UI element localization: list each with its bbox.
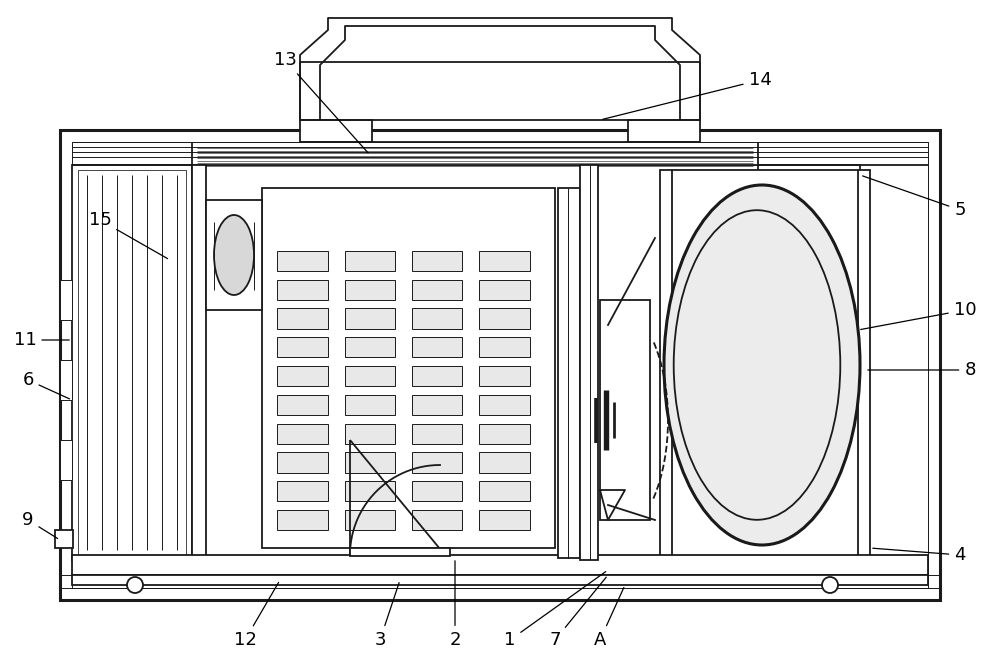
Text: 15: 15 [89,211,168,259]
Bar [277,309,328,329]
Bar [55,530,73,548]
Ellipse shape [664,185,860,545]
Bar [277,251,328,271]
Bar [412,280,462,300]
Bar [78,170,186,555]
Circle shape [127,577,143,593]
Text: 3: 3 [374,582,399,649]
Bar [412,251,462,271]
Bar [345,337,395,357]
Bar [277,395,328,415]
Bar [660,170,870,560]
Text: 11: 11 [14,331,69,349]
Bar [206,200,262,310]
Bar [345,251,395,271]
Bar [72,142,928,588]
Bar [479,251,530,271]
Bar [277,366,328,386]
Bar [412,337,462,357]
Bar [479,395,530,415]
Bar [412,424,462,444]
Text: 6: 6 [22,371,69,399]
Bar [277,424,328,444]
Bar [72,575,928,585]
Bar [479,510,530,530]
Text: 13: 13 [274,51,368,153]
Bar [412,452,462,473]
Text: 5: 5 [863,176,966,219]
Bar [345,481,395,502]
Bar [345,280,395,300]
Text: 2: 2 [449,560,461,649]
Text: 1: 1 [504,572,606,649]
Bar [60,130,940,600]
Text: A: A [594,588,624,649]
Bar [192,165,206,560]
Bar [412,395,462,415]
Bar [479,452,530,473]
Bar [479,280,530,300]
Text: 10: 10 [861,301,976,329]
Bar [72,555,928,575]
Bar [350,548,450,556]
Bar [277,481,328,502]
Bar [345,452,395,473]
Bar [479,309,530,329]
Bar [72,165,192,560]
Ellipse shape [214,215,254,295]
Bar [277,510,328,530]
Bar [412,510,462,530]
Bar [580,165,598,560]
Bar [300,120,372,142]
Text: 12: 12 [234,582,279,649]
Text: 7: 7 [549,577,606,649]
Bar [345,395,395,415]
Circle shape [822,577,838,593]
Bar [479,481,530,502]
Bar [277,337,328,357]
Text: 9: 9 [22,511,58,538]
Bar [764,170,854,555]
Bar [262,188,555,548]
Text: 8: 8 [868,361,976,379]
Bar [600,300,650,520]
Bar [479,424,530,444]
Bar [412,481,462,502]
Bar [345,366,395,386]
Bar [60,280,72,320]
Bar [758,165,860,560]
Bar [345,424,395,444]
Bar [345,510,395,530]
Text: 4: 4 [873,546,966,564]
Bar [479,337,530,357]
Bar [345,309,395,329]
Bar [412,366,462,386]
Bar [60,440,72,480]
Text: 14: 14 [603,71,771,120]
Bar [558,188,580,558]
Bar [277,280,328,300]
Bar [479,366,530,386]
Bar [412,309,462,329]
Bar [60,360,72,400]
Bar [628,120,700,142]
Bar [277,452,328,473]
